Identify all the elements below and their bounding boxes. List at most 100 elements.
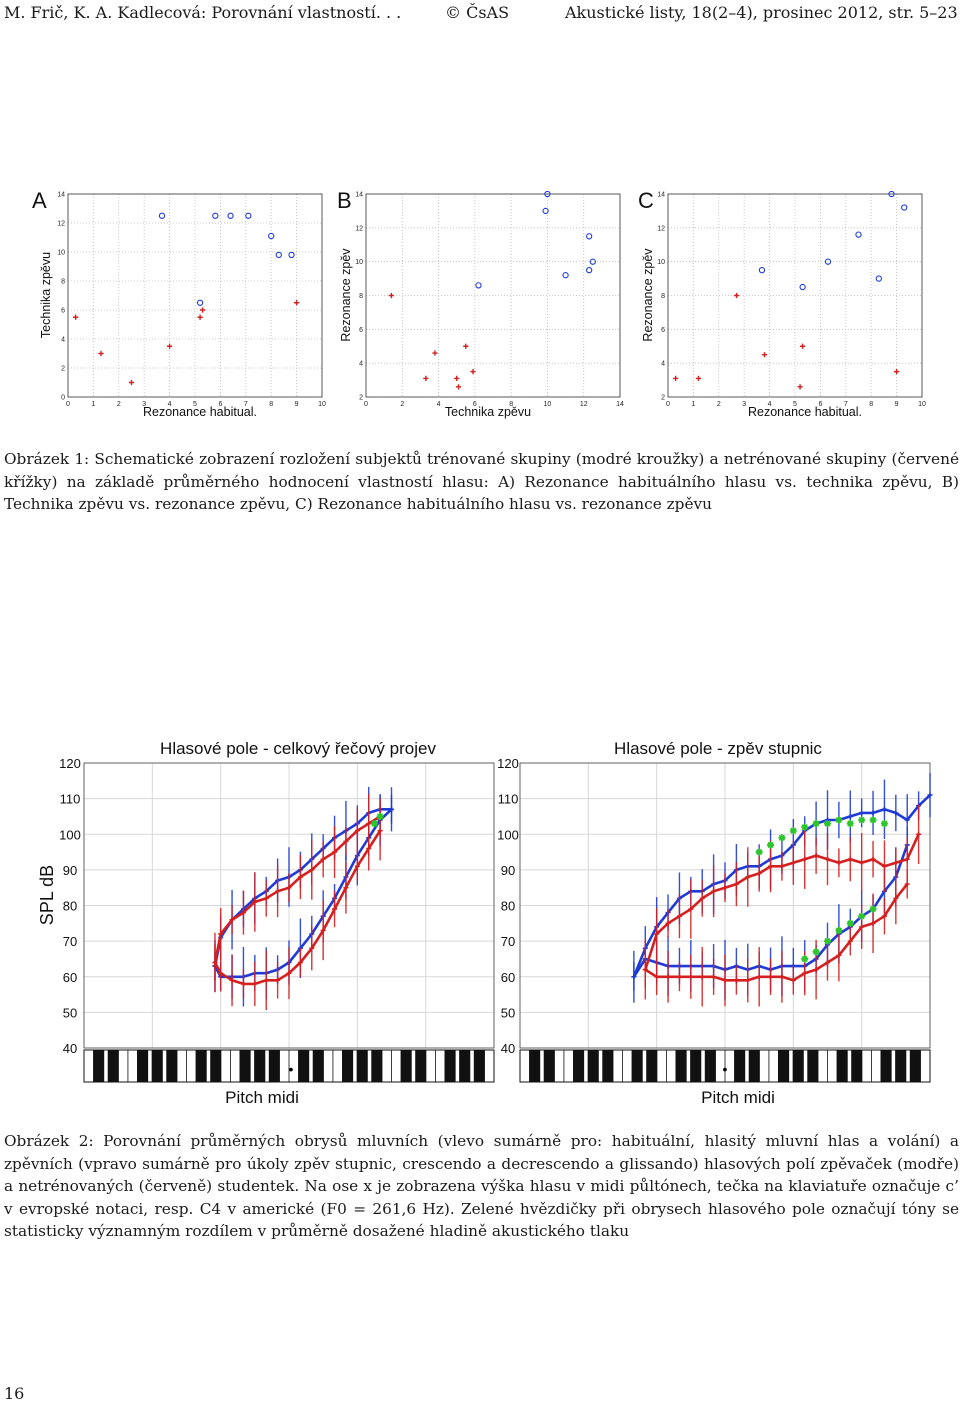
significance-star — [835, 816, 843, 824]
contour-marker — [859, 810, 865, 816]
contour-marker — [711, 974, 717, 980]
significance-star — [846, 820, 854, 828]
trained-point — [586, 266, 593, 274]
y-tick-label: 90 — [501, 863, 515, 878]
y-tick-label: 14 — [657, 192, 665, 199]
plot-frame — [667, 193, 923, 398]
chart-title: Hlasové pole - zpěv stupnic — [614, 739, 822, 758]
untrained-point — [463, 343, 469, 349]
untrained-point — [797, 384, 803, 390]
figure-2: 40 50 60 70 80 90 100 110 120 Hlasové pole - celk… — [37, 739, 933, 1107]
trained-point — [888, 190, 895, 198]
significance-star — [880, 820, 888, 828]
header-copyright: © ČsAS — [445, 3, 510, 22]
contour-marker — [676, 913, 682, 919]
contour-marker — [768, 863, 774, 869]
trained-point — [245, 212, 252, 219]
trained-point — [227, 212, 234, 219]
contour-marker — [286, 970, 292, 976]
contour-marker — [665, 920, 671, 926]
contour-marker — [354, 863, 360, 869]
y-tick-label: 12 — [57, 221, 65, 228]
x-tick-label: 1 — [91, 401, 95, 408]
trained-point — [475, 282, 482, 289]
contour-marker — [722, 977, 728, 983]
panel-letter: C — [638, 188, 654, 213]
contour-marker — [881, 863, 887, 869]
y-tick-label: 80 — [63, 899, 77, 914]
contour-marker — [699, 974, 705, 980]
x-tick-label: 4 — [437, 401, 441, 408]
y-tick-label: 8 — [359, 293, 363, 300]
trained-point — [158, 212, 166, 219]
contour-marker — [676, 974, 682, 980]
y-tick-label: 10 — [57, 250, 65, 257]
x-tick-label: 8 — [269, 401, 273, 408]
untrained-point — [200, 307, 206, 313]
contour-marker — [654, 974, 660, 980]
y-tick-label: 6 — [359, 327, 363, 334]
contour-marker — [870, 920, 876, 926]
y-tick-label: 70 — [501, 934, 515, 949]
significance-star — [835, 926, 843, 934]
x-tick-label: 10 — [544, 401, 552, 408]
vrp-panel-2: 40 50 60 70 80 90 100 110 120 Hlasové pole - zpěv… — [497, 739, 933, 1107]
contour-marker — [859, 924, 865, 930]
untrained-point — [128, 379, 135, 386]
untrained-point — [167, 343, 173, 349]
y-tick-label: 14 — [57, 192, 65, 199]
contour-marker — [904, 817, 910, 823]
y-tick-label: 10 — [355, 259, 363, 266]
trained-point — [824, 258, 832, 265]
figure-1-caption: Obrázek 1: Schematické zobrazení rozlože… — [4, 450, 959, 514]
contour-marker — [688, 906, 694, 912]
contour-marker — [813, 967, 819, 973]
y-tick-label: 4 — [661, 361, 665, 368]
significance-star — [370, 820, 378, 828]
x-tick-label: 7 — [844, 401, 848, 408]
y-tick-label: 2 — [61, 366, 65, 373]
x-tick-label: 4 — [768, 401, 772, 408]
x-tick-label: 9 — [295, 401, 299, 408]
panel-letter: A — [32, 188, 47, 213]
x-axis-label: Pitch midi — [701, 1088, 775, 1107]
piano-keyboard — [519, 1049, 931, 1083]
contour-marker — [904, 856, 910, 862]
x-axis-label: Rezonance habitual. — [748, 405, 862, 419]
contour-marker — [847, 856, 853, 862]
contour-marker — [218, 970, 224, 976]
untrained-point — [98, 350, 104, 357]
contour-marker — [847, 938, 853, 944]
significance-star — [824, 937, 831, 945]
contour-marker — [297, 874, 303, 880]
contour-marker — [263, 895, 269, 901]
y-tick-label: 2 — [359, 395, 363, 402]
y-tick-label: 2 — [661, 395, 665, 402]
contour-marker — [711, 888, 717, 894]
significance-star — [767, 841, 775, 849]
contour-marker — [297, 960, 303, 965]
contour-marker — [389, 806, 394, 812]
untrained-point — [454, 375, 460, 381]
contour-marker — [825, 960, 830, 965]
contour-marker — [699, 895, 705, 901]
untrained-point — [423, 375, 429, 381]
untrained-point — [894, 369, 900, 375]
contour-marker — [927, 792, 933, 798]
trained-point — [268, 232, 275, 240]
untrained-point — [432, 350, 438, 356]
contour-marker — [836, 860, 842, 866]
y-tick-label: 50 — [63, 1005, 77, 1020]
running-header: M. Frič, K. A. Kadlecová: Porovnání vlas… — [0, 0, 960, 24]
contour-marker — [377, 828, 383, 834]
contour-marker — [320, 927, 326, 933]
contour-marker — [354, 828, 360, 834]
y-tick-label: 6 — [661, 327, 665, 334]
trained-point — [758, 266, 766, 274]
vrp-panel-1: 40 50 60 70 80 90 100 110 120 Hlasové pole - celk… — [37, 739, 495, 1107]
x-tick-label: 5 — [193, 401, 197, 408]
significance-star — [869, 816, 877, 824]
trained-point — [901, 204, 908, 211]
